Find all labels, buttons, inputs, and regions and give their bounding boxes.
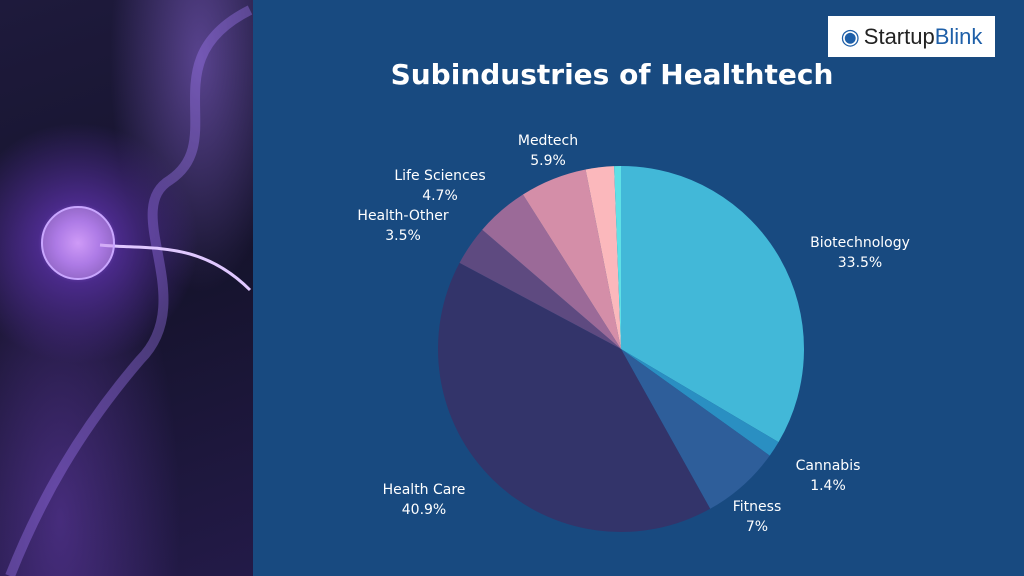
logo-text: Startup xyxy=(863,23,935,49)
label-cannabis: Cannabis 1.4% xyxy=(795,458,861,494)
pie-slice-health-other xyxy=(459,229,621,349)
pie-slice-fitness xyxy=(621,349,770,509)
label-medtech: Medtech 5.9% xyxy=(517,133,579,169)
pie-slice-medtech xyxy=(522,169,621,349)
background-photo-plasma xyxy=(0,0,253,576)
pie-slice-unlabeled-7 xyxy=(585,166,621,349)
chart-title: Subindustries of Healthtech xyxy=(390,58,834,91)
label-biotechnology: Biotechnology 33.5% xyxy=(810,235,910,271)
pie-slice-unlabeled-8 xyxy=(614,166,621,349)
pie-slice-biotechnology xyxy=(621,166,804,443)
pie-slice-health-care xyxy=(438,262,711,532)
label-fitness: Fitness 7% xyxy=(732,499,782,535)
label-life-sciences: Life Sciences 4.7% xyxy=(394,168,486,204)
logo-text-accent: Blink xyxy=(934,23,983,49)
pie-slice-life-sciences xyxy=(482,194,621,349)
label-health-care: Health Care 40.9% xyxy=(382,482,466,518)
startupblink-logo: ◉ Startup Blink xyxy=(828,16,995,57)
location-pin-icon: ◉ xyxy=(840,23,860,49)
pie-slice-cannabis xyxy=(621,349,779,456)
label-health-other: Health-Other 3.5% xyxy=(357,208,449,244)
